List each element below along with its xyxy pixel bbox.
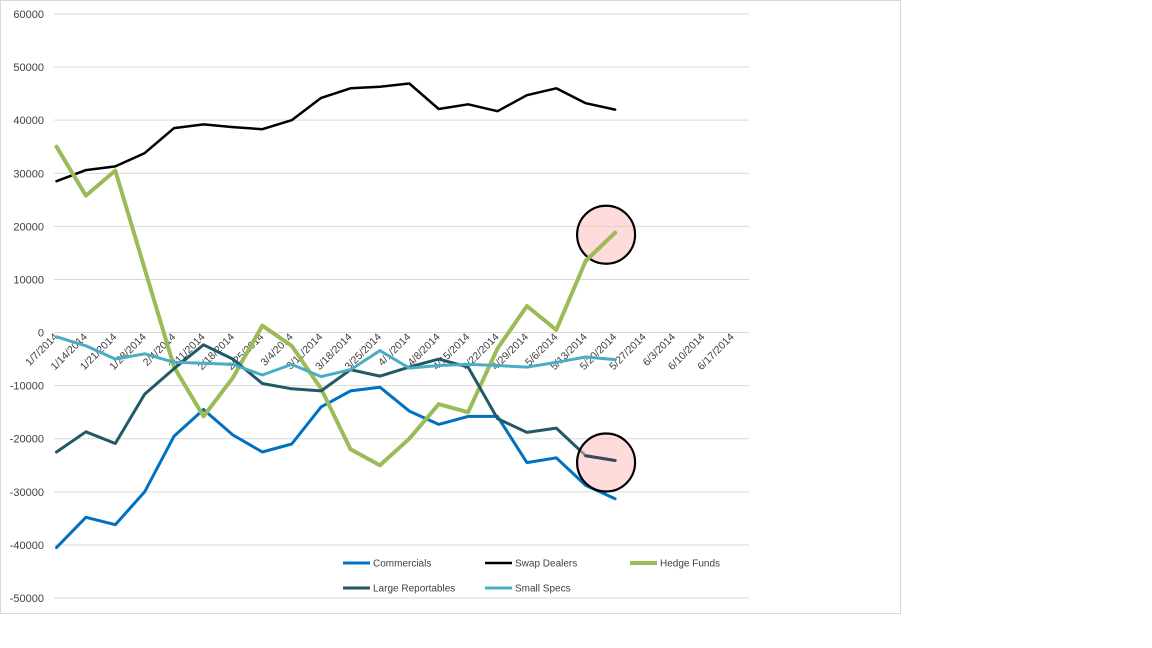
highlight-circle xyxy=(575,432,637,493)
highlighted-segment xyxy=(583,230,618,263)
legend-label-hedge-funds: Hedge Funds xyxy=(660,559,720,570)
series-line-small-specs xyxy=(55,335,617,379)
legend-label-swap-dealers: Swap Dealers xyxy=(515,559,577,570)
y-tick-label: 30000 xyxy=(13,168,44,180)
legend-label-commercials: Commercials xyxy=(373,559,431,570)
y-tick-label: 60000 xyxy=(13,9,44,21)
y-tick-label: -50000 xyxy=(10,593,44,605)
y-tick-label: 10000 xyxy=(13,274,44,286)
y-tick-label: 20000 xyxy=(13,221,44,233)
series-line-large-reportables xyxy=(55,343,617,462)
legend-label-large-reportables: Large Reportables xyxy=(373,584,455,595)
y-tick-label: -40000 xyxy=(10,540,44,552)
series-line-commercials xyxy=(55,385,617,550)
series-line-swap-dealers xyxy=(55,82,617,183)
y-tick-label: 40000 xyxy=(13,115,44,127)
y-tick-label: -10000 xyxy=(10,381,44,393)
highlight-circle xyxy=(575,204,637,265)
y-tick-label: -30000 xyxy=(10,487,44,499)
y-tick-label: 0 xyxy=(38,328,44,340)
chart-area xyxy=(0,0,901,614)
series-line-hedge-funds xyxy=(54,144,618,468)
y-tick-label: 50000 xyxy=(13,62,44,74)
y-tick-label: -20000 xyxy=(10,434,44,446)
legend-label-small-specs: Small Specs xyxy=(515,584,571,595)
highlighted-segment xyxy=(584,454,617,462)
